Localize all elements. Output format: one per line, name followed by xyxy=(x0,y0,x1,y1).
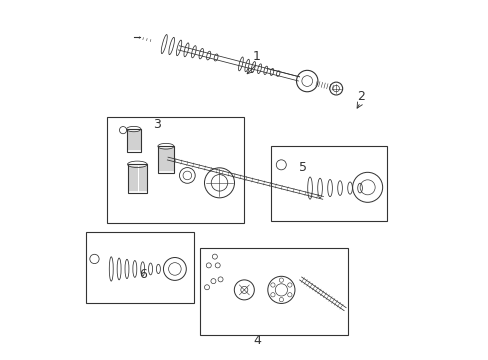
Bar xyxy=(271,146,386,221)
Bar xyxy=(127,164,147,193)
Bar xyxy=(85,232,194,303)
Text: 3: 3 xyxy=(153,118,161,131)
Text: 5: 5 xyxy=(299,161,307,174)
Bar xyxy=(200,248,347,336)
Text: 2: 2 xyxy=(356,90,364,103)
Bar xyxy=(126,129,141,152)
Text: 4: 4 xyxy=(253,333,261,347)
Bar xyxy=(158,146,174,173)
Bar xyxy=(107,117,244,223)
Text: 1: 1 xyxy=(253,50,261,63)
Text: 6: 6 xyxy=(139,268,146,281)
